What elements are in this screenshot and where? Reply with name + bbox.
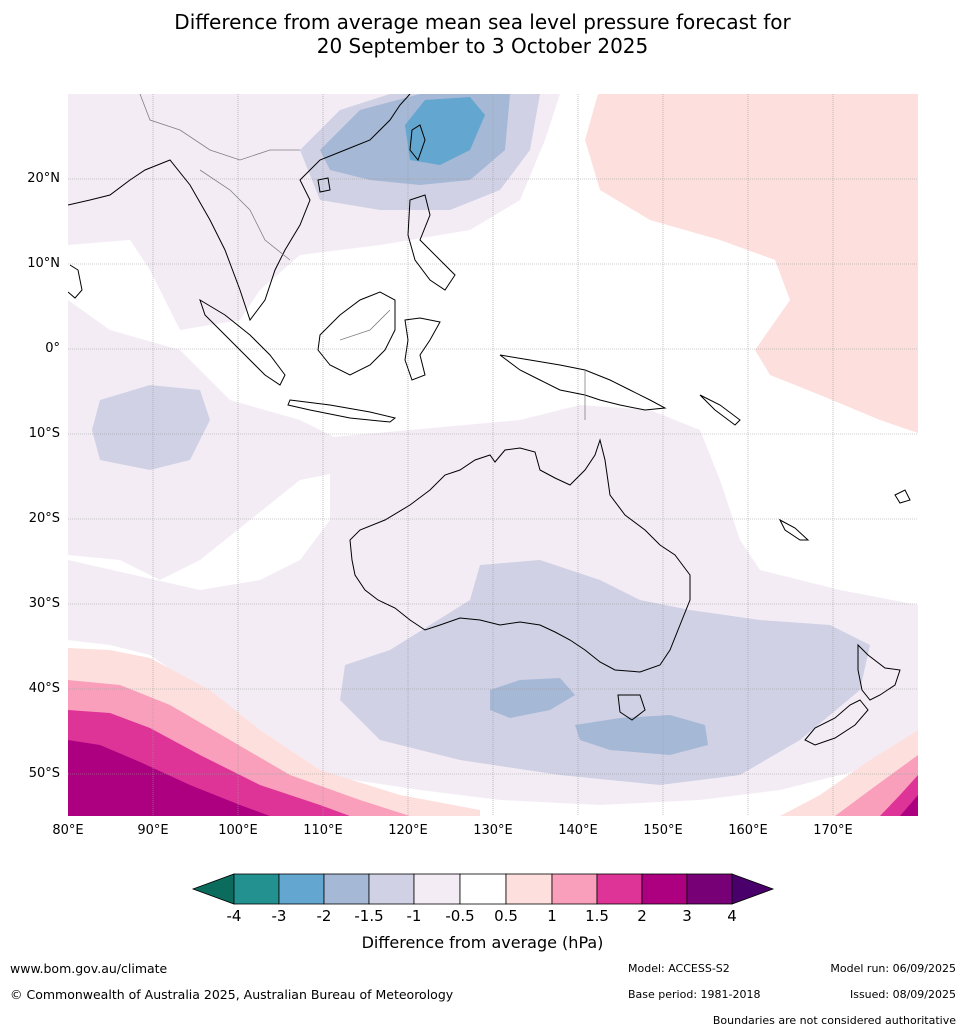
colorbar-segment	[278, 873, 325, 905]
colorbar-segment	[551, 873, 598, 905]
colorbar-segment	[686, 873, 733, 905]
colorbar-segment	[413, 873, 461, 905]
lon-label: 90°E	[137, 823, 169, 838]
lon-label: 120°E	[388, 823, 428, 838]
lat-label: 10°S	[28, 426, 60, 441]
anomaly-zone-neg1	[340, 560, 870, 785]
colorbar-tick: -1	[406, 907, 422, 925]
colorbar-label: Difference from average (hPa)	[361, 933, 604, 952]
colorbar-tick: 0.5	[494, 907, 518, 925]
copyright-text: © Commonwealth of Australia 2025, Austra…	[10, 987, 454, 1002]
colorbar-tick: -2	[316, 907, 332, 925]
solomon-islands-coastline	[699, 394, 741, 426]
colorbar-segment	[459, 873, 507, 905]
lon-label: 110°E	[303, 823, 343, 838]
anomaly-zone-neg15	[575, 715, 708, 755]
sri-lanka-coastline	[68, 264, 83, 299]
lat-label: 20°N	[27, 171, 60, 186]
colorbar-tick: 1	[547, 907, 557, 925]
colorbar-segment	[641, 873, 688, 905]
colorbar-segment	[368, 873, 415, 905]
colorbar-segment	[233, 873, 280, 905]
hainan-coastline	[317, 177, 331, 193]
colorbar-tick: -1.5	[354, 907, 384, 925]
map-title: Difference from average mean sea level p…	[0, 10, 965, 58]
australia-coastline	[349, 438, 691, 673]
tasmania-coastline	[617, 694, 646, 721]
colorbar-tick: 4	[727, 907, 737, 925]
lon-label: 160°E	[728, 823, 768, 838]
anomaly-zone-neg2	[405, 97, 485, 165]
sulawesi-coastline	[404, 317, 441, 381]
lat-label: 20°S	[28, 511, 60, 526]
lat-label: 30°S	[28, 596, 60, 611]
lon-label: 140°E	[558, 823, 598, 838]
colorbar-tick: 3	[682, 907, 692, 925]
fiji-coastline	[894, 489, 911, 504]
new-guinea-coastline	[499, 354, 667, 411]
boundaries-disclaimer: Boundaries are not considered authoritat…	[712, 1014, 956, 1027]
model-name: Model: ACCESS-S2	[628, 962, 730, 975]
lon-label: 170°E	[813, 823, 853, 838]
colorbar-tick: 2	[637, 907, 647, 925]
lon-label: 150°E	[643, 823, 683, 838]
colorbar-tick: -3	[271, 907, 287, 925]
anomaly-zone-pos2	[68, 740, 270, 816]
colorbar-segment	[505, 873, 553, 905]
colorbar-tick: -0.5	[445, 907, 475, 925]
lon-label: 80°E	[52, 823, 84, 838]
colorbar-tick: -4	[226, 907, 242, 925]
lat-label: 10°N	[27, 256, 60, 271]
java-coastline	[287, 399, 397, 423]
taiwan-coastline	[409, 124, 426, 162]
coastlines	[68, 94, 911, 746]
lat-label: 0°	[45, 341, 60, 356]
website-link[interactable]: www.bom.gov.au/climate	[10, 961, 168, 976]
new-zealand-north-coastline	[857, 643, 901, 701]
issued-date: Issued: 08/09/2025	[849, 988, 956, 1001]
new-caledonia-coastline	[778, 518, 810, 541]
country-borders	[139, 94, 586, 420]
anomaly-zone-neg15	[490, 678, 575, 718]
new-zealand-south-coastline	[804, 699, 869, 746]
anomaly-zone-neg1	[92, 385, 210, 470]
borneo-coastline	[317, 291, 396, 376]
asia-mainland-coastline	[68, 94, 411, 322]
colorbar-segment-pos4-extend	[731, 873, 775, 905]
title-line-1: Difference from average mean sea level p…	[174, 10, 791, 34]
base-period: Base period: 1981-2018	[628, 988, 761, 1001]
philippines-coastline	[407, 194, 456, 291]
title-line-2: 20 September to 3 October 2025	[316, 34, 649, 58]
gridlines	[68, 94, 918, 816]
colorbar-segment	[596, 873, 643, 905]
sumatra-coastline	[199, 298, 286, 386]
anomaly-zone-pos2	[900, 795, 918, 816]
colorbar	[191, 873, 775, 905]
lon-label: 130°E	[473, 823, 513, 838]
lon-label: 100°E	[218, 823, 258, 838]
lat-label: 40°S	[28, 681, 60, 696]
colorbar-tick: 1.5	[585, 907, 609, 925]
anomaly-zone-pos15	[880, 775, 918, 816]
lat-label: 50°S	[28, 766, 60, 781]
pressure-anomaly-map	[68, 94, 918, 816]
anomaly-zone-neg05	[68, 300, 350, 580]
model-run-date: Model run: 06/09/2025	[830, 962, 956, 975]
colorbar-segment	[323, 873, 370, 905]
colorbar-segment-neg4-extend	[191, 873, 235, 905]
